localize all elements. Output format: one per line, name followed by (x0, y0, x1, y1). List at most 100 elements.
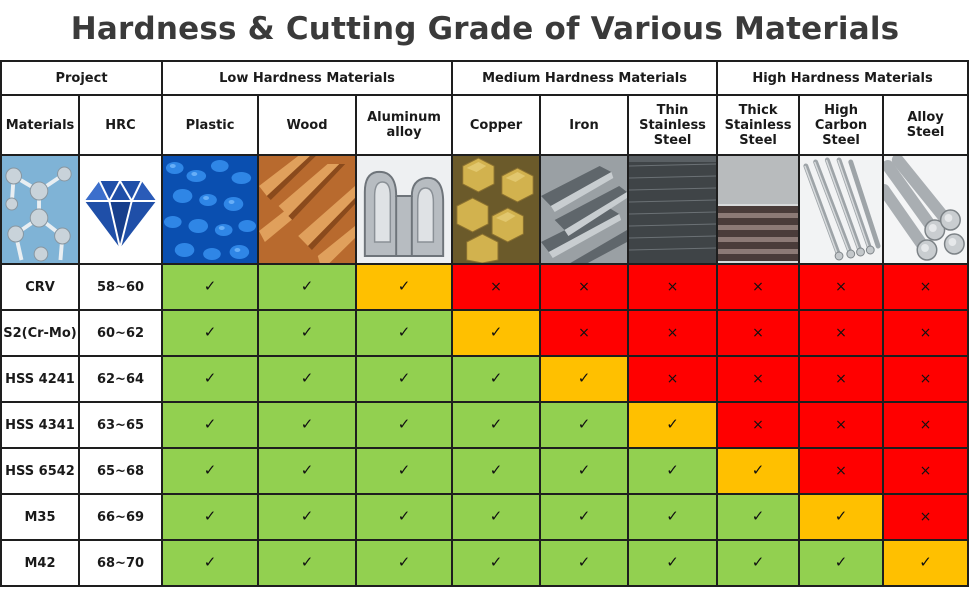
cross-mark-icon: × (919, 370, 932, 387)
col-header-thin-stainless-steel: Thin Stainless Steel (627, 94, 719, 156)
check-mark-icon: ✓ (203, 369, 217, 387)
grade-cell-thin-stainless-steel: ✓ (627, 447, 719, 495)
col-header-high-carbon-steel: High Carbon Steel (798, 94, 885, 156)
check-mark-icon: ✓ (751, 461, 765, 479)
cross-mark-icon: × (919, 462, 932, 479)
grade-cell-high-carbon-steel: × (798, 447, 885, 495)
cross-mark-icon: × (835, 416, 847, 433)
material-name-cell: HSS 6542 (0, 447, 80, 495)
check-mark-icon: ✓ (397, 323, 411, 341)
check-mark-icon: ✓ (397, 507, 411, 525)
material-name-cell: M42 (0, 539, 80, 587)
copper-bars-image (451, 154, 542, 265)
grade-cell-high-carbon-steel: × (798, 263, 885, 311)
check-mark-icon: ✓ (203, 415, 217, 433)
iron-bars-image (539, 154, 630, 265)
grade-cell-wood: ✓ (257, 355, 358, 403)
col-header-plastic: Plastic (161, 94, 260, 156)
grade-cell-alloy-steel: × (882, 355, 970, 403)
cross-mark-icon: × (490, 278, 502, 295)
check-mark-icon: ✓ (666, 461, 679, 479)
cross-mark-icon: × (835, 462, 847, 479)
cross-mark-icon: × (666, 278, 679, 295)
cross-mark-icon: × (919, 278, 932, 295)
grade-cell-wood: ✓ (257, 309, 358, 357)
hrc-value-cell: 60~62 (77, 309, 164, 357)
grade-cell-copper: ✓ (451, 309, 542, 357)
check-mark-icon: ✓ (489, 369, 503, 387)
hrc-value-cell: 58~60 (77, 263, 164, 311)
cross-mark-icon: × (752, 370, 764, 387)
high-carbon-rods-image (798, 154, 885, 265)
grade-cell-alloy-steel: × (882, 263, 970, 311)
check-mark-icon: ✓ (919, 553, 932, 571)
grade-cell-alloy-steel: × (882, 493, 970, 541)
alloy-steel-rods-image (882, 154, 970, 265)
materials-header: Materials (0, 94, 80, 156)
column-header-row: Materials HRC Plastic Wood Aluminum allo… (0, 94, 970, 156)
grade-cell-high-carbon-steel: ✓ (798, 493, 885, 541)
grade-cell-iron: × (539, 263, 630, 311)
group-low-hardness: Low Hardness Materials (161, 60, 454, 96)
grade-cell-plastic: ✓ (161, 263, 260, 311)
grade-cell-copper: ✓ (451, 493, 542, 541)
grade-cell-aluminum-alloy: ✓ (355, 447, 454, 495)
col-header-wood: Wood (257, 94, 358, 156)
check-mark-icon: ✓ (397, 369, 411, 387)
wood-planks-image (257, 154, 358, 265)
grade-cell-thick-stainless-steel: × (716, 263, 801, 311)
col-header-iron: Iron (539, 94, 630, 156)
table-row: M35 66~69 ✓ ✓ ✓ ✓ ✓ ✓ ✓ ✓ × (0, 493, 970, 541)
aluminum-profile-image (355, 154, 454, 265)
grade-rows: CRV 58~60 ✓ ✓ ✓ × × × × × × S2(Cr-Mo) 60~62 ✓ ✓ ✓ ✓ × × × × ×… (0, 263, 970, 587)
grade-cell-alloy-steel: × (882, 401, 970, 449)
cross-mark-icon: × (919, 416, 932, 433)
grade-cell-aluminum-alloy: ✓ (355, 309, 454, 357)
cross-mark-icon: × (666, 370, 679, 387)
check-mark-icon: ✓ (489, 323, 503, 341)
hrc-value-cell: 62~64 (77, 355, 164, 403)
grade-cell-aluminum-alloy: ✓ (355, 539, 454, 587)
grade-cell-wood: ✓ (257, 493, 358, 541)
grade-cell-thin-stainless-steel: ✓ (627, 539, 719, 587)
material-name-cell: S2(Cr-Mo) (0, 309, 80, 357)
cross-mark-icon: × (666, 324, 679, 341)
thin-stainless-sheets-image (627, 154, 719, 265)
grade-cell-copper: ✓ (451, 401, 542, 449)
cross-mark-icon: × (752, 324, 764, 341)
grade-cell-plastic: ✓ (161, 447, 260, 495)
material-name-cell: HSS 4341 (0, 401, 80, 449)
cross-mark-icon: × (752, 278, 764, 295)
hrc-value-cell: 65~68 (77, 447, 164, 495)
grade-cell-aluminum-alloy: ✓ (355, 401, 454, 449)
grade-cell-alloy-steel: × (882, 447, 970, 495)
grade-cell-wood: ✓ (257, 539, 358, 587)
grade-cell-iron: ✓ (539, 493, 630, 541)
grade-cell-copper: × (451, 263, 542, 311)
grade-cell-thick-stainless-steel: × (716, 401, 801, 449)
cross-mark-icon: × (919, 324, 932, 341)
cross-mark-icon: × (578, 278, 590, 295)
table-row: HSS 4241 62~64 ✓ ✓ ✓ ✓ ✓ × × × × (0, 355, 970, 403)
grade-cell-thin-stainless-steel: × (627, 355, 719, 403)
grade-cell-iron: × (539, 309, 630, 357)
grade-cell-wood: ✓ (257, 263, 358, 311)
check-mark-icon: ✓ (666, 553, 679, 571)
material-name-cell: CRV (0, 263, 80, 311)
table-row: S2(Cr-Mo) 60~62 ✓ ✓ ✓ ✓ × × × × × (0, 309, 970, 357)
hrc-value-cell: 68~70 (77, 539, 164, 587)
grade-cell-thick-stainless-steel: ✓ (716, 539, 801, 587)
check-mark-icon: ✓ (397, 461, 411, 479)
check-mark-icon: ✓ (397, 277, 411, 295)
check-mark-icon: ✓ (203, 553, 217, 571)
hardness-table: Project Low Hardness Materials Medium Ha… (0, 60, 970, 587)
check-mark-icon: ✓ (834, 553, 848, 571)
group-high-hardness: High Hardness Materials (716, 60, 970, 96)
check-mark-icon: ✓ (666, 507, 679, 525)
material-name-cell: M35 (0, 493, 80, 541)
diamond-icon (77, 154, 164, 265)
check-mark-icon: ✓ (834, 507, 848, 525)
grade-cell-plastic: ✓ (161, 355, 260, 403)
grade-cell-high-carbon-steel: × (798, 309, 885, 357)
cross-mark-icon: × (578, 324, 590, 341)
